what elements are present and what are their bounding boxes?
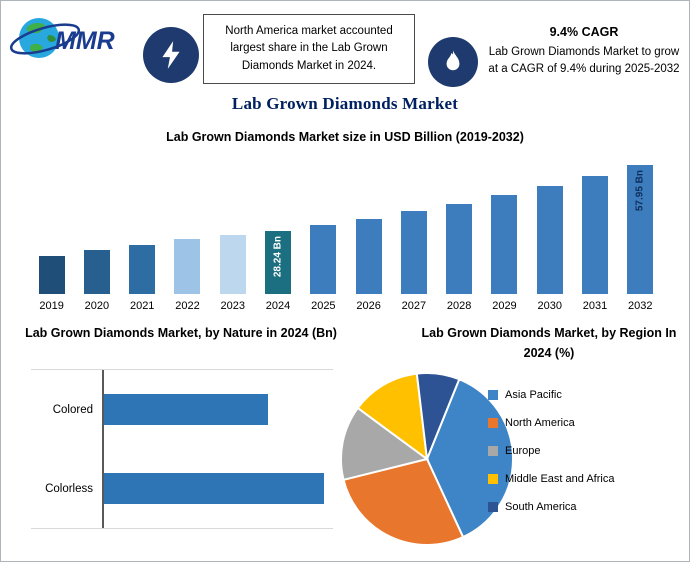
bar-colored	[104, 394, 268, 425]
bar-column-2026: 2026	[346, 150, 391, 312]
legend-label: Middle East and Africa	[505, 473, 615, 485]
x-axis-label: 2031	[582, 300, 608, 312]
bar-2019	[38, 256, 65, 294]
x-axis-label: 2023	[220, 300, 245, 312]
bar-2031	[582, 176, 609, 294]
mmr-logo-text: MMR	[55, 27, 115, 55]
x-axis-label: 2032	[628, 300, 653, 312]
x-axis-label: 2025	[311, 300, 336, 312]
x-axis-label: 2028	[446, 300, 472, 312]
bar-column-2027: 2027	[391, 150, 436, 312]
x-axis-label: 2022	[175, 300, 200, 312]
pie-slice-europe	[340, 406, 430, 482]
bar-column-2021: 2021	[120, 150, 165, 312]
x-axis-label: 2029	[492, 300, 517, 312]
nature-chart-title: Lab Grown Diamonds Market, by Nature in …	[25, 326, 337, 340]
hbar-area	[102, 370, 333, 449]
legend-item-asia-pacific: Asia Pacific	[488, 389, 614, 401]
legend-label: Europe	[505, 445, 541, 457]
mmr-logo-graphic: MMR	[9, 18, 115, 58]
legend-item-south-america: South America	[488, 501, 614, 513]
cagr-title: 9.4% CAGR	[549, 25, 619, 39]
legend-swatch	[488, 390, 498, 400]
legend-label: South America	[505, 501, 577, 513]
market-size-bar-chart: 2019 2020 2021 2022 2023 28.24 Bn 2024 2025 2026…	[29, 150, 663, 312]
x-axis-label: 2027	[401, 300, 427, 312]
lightning-icon	[143, 27, 199, 83]
bar-column-2023: 2023	[210, 150, 255, 312]
x-axis-label: 2020	[84, 300, 110, 312]
mmr-logo: MMR	[9, 9, 137, 74]
legend-item-europe: Europe	[488, 445, 614, 457]
bar-value-label: 57.95 Bn	[634, 170, 646, 212]
bar-colorless	[104, 473, 324, 504]
x-axis-label: 2024	[265, 300, 291, 312]
bar-2022	[174, 239, 201, 294]
hbar-row-colorless: Colorless	[31, 449, 333, 528]
bar-column-2025: 2025	[301, 150, 346, 312]
bar-2026	[355, 219, 382, 294]
hbar-area	[102, 449, 333, 528]
bar-2020	[83, 250, 110, 294]
north-america-callout: North America market accounted largest s…	[203, 14, 415, 84]
bar-column-2029: 2029	[482, 150, 527, 312]
pie-slice-middle-east-and-africa	[356, 372, 429, 462]
bar-column-2031: 2031	[572, 150, 617, 312]
market-size-chart-title: Lab Grown Diamonds Market size in USD Bi…	[166, 130, 524, 144]
category-label: Colored	[52, 403, 93, 416]
bar-2029	[491, 195, 518, 294]
legend-swatch	[488, 502, 498, 512]
legend-item-middle-east-and-africa: Middle East and Africa	[488, 473, 614, 485]
legend-swatch	[488, 418, 498, 428]
bar-2023	[219, 235, 246, 294]
bar-2032: 57.95 Bn	[627, 165, 654, 294]
bar-2025	[310, 225, 337, 294]
legend-item-north-america: North America	[488, 417, 614, 429]
legend-swatch	[488, 474, 498, 484]
cagr-callout: 9.4% CAGR Lab Grown Diamonds Market to g…	[483, 25, 685, 77]
bar-column-2024: 28.24 Bn 2024	[255, 150, 300, 312]
hbar-row-colored: Colored	[31, 370, 333, 449]
bar-column-2028: 2028	[437, 150, 482, 312]
pie-slice-north-america	[342, 457, 465, 546]
bar-2021	[129, 245, 156, 294]
region-chart-title: Lab Grown Diamonds Market, by Region In …	[421, 326, 677, 360]
region-pie-legend: Asia Pacific North America Europe Middle Ea…	[488, 389, 614, 513]
x-axis-label: 2026	[356, 300, 381, 312]
x-axis-label: 2019	[39, 300, 64, 312]
x-axis-label: 2030	[537, 300, 562, 312]
category-label: Colorless	[45, 482, 93, 495]
bar-column-2022: 2022	[165, 150, 210, 312]
bar-2027	[400, 211, 427, 294]
nature-bar-chart: Colored Colorless	[31, 369, 333, 529]
bar-2028	[446, 204, 473, 294]
legend-label: North America	[505, 417, 575, 429]
bar-2024: 28.24 Bn	[265, 231, 292, 294]
region-pie-chart	[337, 369, 517, 549]
bar-column-2032: 57.95 Bn 2032	[618, 150, 663, 312]
legend-swatch	[488, 446, 498, 456]
bar-2030	[536, 186, 563, 294]
bar-column-2030: 2030	[527, 150, 572, 312]
bar-column-2019: 2019	[29, 150, 74, 312]
x-axis-label: 2021	[129, 300, 155, 312]
pie-slice-south-america	[415, 372, 461, 460]
cagr-text: Lab Grown Diamonds Market to grow at a C…	[488, 46, 680, 75]
flame-icon	[428, 37, 478, 87]
bar-value-label: 28.24 Bn	[272, 236, 284, 278]
legend-label: Asia Pacific	[505, 389, 562, 401]
bar-column-2020: 2020	[74, 150, 119, 312]
page-title: Lab Grown Diamonds Market	[231, 94, 459, 113]
